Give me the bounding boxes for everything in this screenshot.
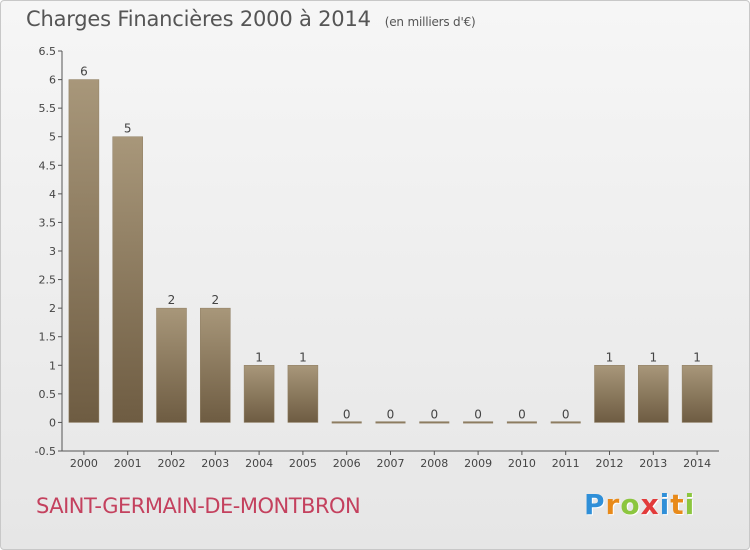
logo-letter: o xyxy=(620,488,641,521)
bar xyxy=(463,421,494,424)
logo-letter: i xyxy=(684,488,696,521)
y-tick-label: 2 xyxy=(49,302,56,315)
data-label: 1 xyxy=(649,350,657,364)
x-tick-label: 2013 xyxy=(639,457,667,470)
y-tick-label: 3 xyxy=(49,245,56,258)
y-tick-label: 6 xyxy=(49,74,56,87)
bar xyxy=(419,421,450,424)
y-tick-label: 1.5 xyxy=(39,331,57,344)
bar xyxy=(112,136,143,423)
bar xyxy=(243,365,275,423)
y-tick-label: 2.5 xyxy=(39,274,57,287)
bar xyxy=(156,307,187,423)
bar xyxy=(594,365,625,423)
x-tick-label: 2007 xyxy=(377,457,405,470)
data-label: 0 xyxy=(387,407,395,421)
x-tick-label: 2001 xyxy=(114,457,142,470)
logo-letter: r xyxy=(605,488,621,521)
y-tick-label: 5 xyxy=(49,131,56,144)
bar xyxy=(200,307,231,423)
bar xyxy=(681,365,713,423)
x-tick-label: 2003 xyxy=(201,457,229,470)
data-label: 1 xyxy=(299,350,307,364)
bar xyxy=(331,421,362,424)
chart-title: Charges Financières 2000 à 2014 (en milli… xyxy=(26,7,476,31)
y-tick-label: 4 xyxy=(49,188,56,201)
proxiti-logo: Proxiti xyxy=(584,488,695,521)
logo-letter: i xyxy=(659,488,671,521)
y-tick-label: 6.5 xyxy=(39,45,57,58)
commune-name: SAINT-GERMAIN-DE-MONTBRON xyxy=(36,494,361,518)
x-tick-label: 2009 xyxy=(464,457,492,470)
data-label: 1 xyxy=(693,350,701,364)
x-tick-label: 2000 xyxy=(70,457,98,470)
data-label: 2 xyxy=(211,293,219,307)
data-label: 0 xyxy=(343,407,351,421)
data-label: 0 xyxy=(474,407,482,421)
bar xyxy=(550,421,581,424)
x-tick-label: 2004 xyxy=(245,457,273,470)
x-tick-label: 2008 xyxy=(420,457,448,470)
bar xyxy=(375,421,406,424)
data-label: 2 xyxy=(168,293,176,307)
data-label: 6 xyxy=(80,65,88,79)
logo-letter: x xyxy=(640,488,660,521)
x-tick-label: 2010 xyxy=(508,457,536,470)
bar xyxy=(287,365,319,423)
x-tick-label: 2005 xyxy=(289,457,317,470)
y-tick-label: 5.5 xyxy=(39,102,57,115)
x-tick-label: 2012 xyxy=(596,457,624,470)
chart-unit-label: (en milliers d'€) xyxy=(384,15,476,29)
x-tick-label: 2014 xyxy=(683,457,711,470)
data-label: 0 xyxy=(430,407,438,421)
bar xyxy=(68,79,100,423)
y-tick-label: 4.5 xyxy=(39,159,57,172)
data-label: 0 xyxy=(562,407,570,421)
logo-letter: P xyxy=(584,488,606,521)
y-tick-label: -0.5 xyxy=(35,445,56,458)
y-tick-label: 1 xyxy=(49,359,56,372)
data-label: 0 xyxy=(518,407,526,421)
logo-letter: t xyxy=(670,488,685,521)
bar xyxy=(506,421,537,424)
data-label: 1 xyxy=(255,350,263,364)
x-tick-label: 2006 xyxy=(333,457,361,470)
x-tick-label: 2002 xyxy=(158,457,186,470)
data-label: 5 xyxy=(124,122,132,136)
bar xyxy=(638,365,669,423)
y-tick-label: 3.5 xyxy=(39,216,57,229)
chart-title-text: Charges Financières 2000 à 2014 xyxy=(26,7,371,31)
data-label: 1 xyxy=(606,350,614,364)
y-tick-label: 0 xyxy=(49,416,56,429)
x-tick-label: 2011 xyxy=(552,457,580,470)
y-tick-label: 0.5 xyxy=(39,388,57,401)
